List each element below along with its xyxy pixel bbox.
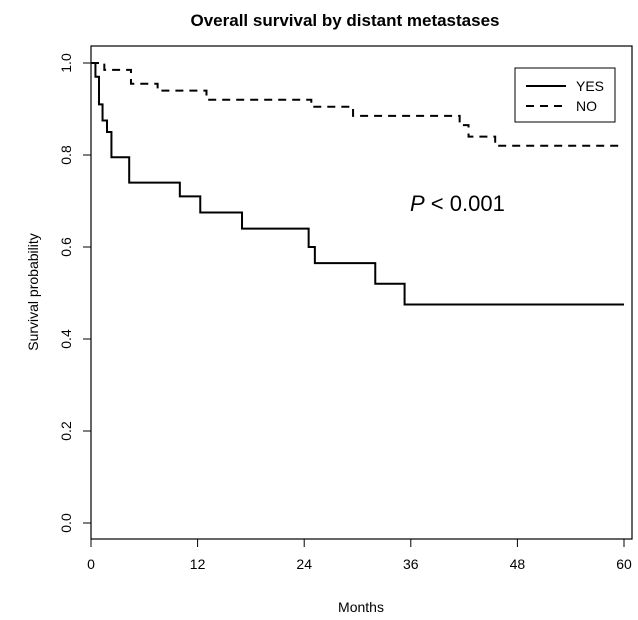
y-tick-label: 1.0: [58, 53, 74, 73]
y-axis-label: Survival probability: [25, 233, 41, 351]
y-tick-label: 0.0: [58, 513, 74, 533]
y-axis: 0.0 0.2 0.4 0.6 0.8 1.0: [58, 53, 91, 533]
x-axis: 0 12 24 36 48 60: [87, 539, 632, 572]
chart-title: Overall survival by distant metastases: [191, 11, 500, 30]
p-value-text: < 0.001: [425, 191, 505, 216]
x-tick-label: 48: [510, 556, 526, 572]
survival-curves: [91, 62, 624, 306]
legend-box: [514, 67, 616, 123]
p-value-letter: P: [410, 191, 425, 216]
series-no-line: [91, 62, 624, 147]
y-tick-label: 0.2: [58, 421, 74, 441]
legend-label-no: NO: [576, 98, 597, 114]
plot-frame: [90, 45, 633, 540]
x-tick-label: 0: [87, 556, 95, 572]
x-tick-label: 24: [296, 556, 312, 572]
p-value-annotation: P < 0.001: [410, 191, 505, 216]
x-tick-label: 36: [403, 556, 419, 572]
x-axis-label: Months: [338, 599, 384, 615]
x-tick-label: 12: [190, 556, 206, 572]
legend: YES NO: [514, 67, 616, 123]
y-tick-label: 0.6: [58, 237, 74, 257]
y-tick-label: 0.4: [58, 329, 74, 349]
series-yes-line: [91, 62, 624, 306]
legend-label-yes: YES: [576, 78, 604, 94]
y-tick-label: 0.8: [58, 145, 74, 165]
x-tick-label: 60: [616, 556, 632, 572]
